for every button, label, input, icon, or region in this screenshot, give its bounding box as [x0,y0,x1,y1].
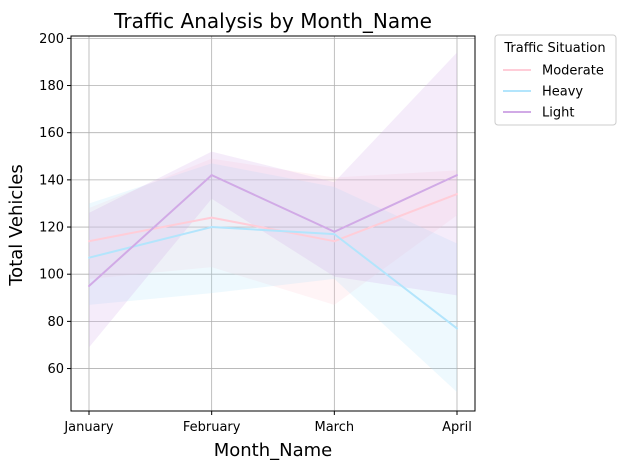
data-point-light [88,285,90,287]
legend-items: Moderate Heavy Light [503,64,604,121]
legend-title: Traffic Situation [503,41,605,56]
legend-label-moderate: Moderate [542,64,604,79]
y-tick-label: 140 [39,173,64,188]
series-lines [88,174,458,330]
data-point-heavy [333,233,336,236]
x-axis-label: Month_Name [214,440,333,461]
data-point-heavy [88,256,90,259]
data-point-moderate [456,193,458,196]
y-axis-label: Total Vehicles [6,164,27,287]
legend-box [494,34,617,126]
y-axis-ticks: 60 80 100 120 140 160 180 200 [39,32,71,377]
ci-band-light [89,52,457,348]
y-tick-label: 100 [39,268,64,283]
series-line-light [88,174,458,287]
data-point-moderate [88,240,90,243]
data-point-heavy [210,226,213,229]
y-tick-label: 120 [39,221,64,236]
x-tick-label: April [442,420,472,435]
y-tick-label: 80 [47,315,64,330]
x-axis-ticks: January February March April [63,411,472,435]
legend-label-light: Light [542,106,574,121]
y-tick-label: 60 [47,362,64,377]
data-point-light [210,174,213,177]
x-tick-label: January [63,420,114,435]
data-point-heavy [456,327,458,330]
ci-band-heavy [89,163,457,393]
y-tick-label: 160 [39,126,64,141]
ci-band-moderate [89,158,457,305]
confidence-bands [89,52,457,393]
series-line-heavy [88,226,458,330]
y-tick-label: 180 [39,79,64,94]
x-tick-label: February [183,420,241,435]
legend-label-heavy: Heavy [542,85,583,100]
chart-title: Traffic Analysis by Month_Name [113,9,432,33]
data-point-light [456,174,458,177]
data-point-moderate [210,216,213,219]
grid [71,36,475,411]
data-point-light [333,230,336,233]
y-tick-label: 200 [39,32,64,47]
plot-area: 60 80 100 120 140 160 180 200 January February Ma… [39,32,476,435]
legend: Traffic Situation Moderate Heavy Light [494,34,617,126]
data-point-moderate [333,240,336,243]
plot-frame [70,35,476,412]
x-tick-label: March [315,420,355,435]
